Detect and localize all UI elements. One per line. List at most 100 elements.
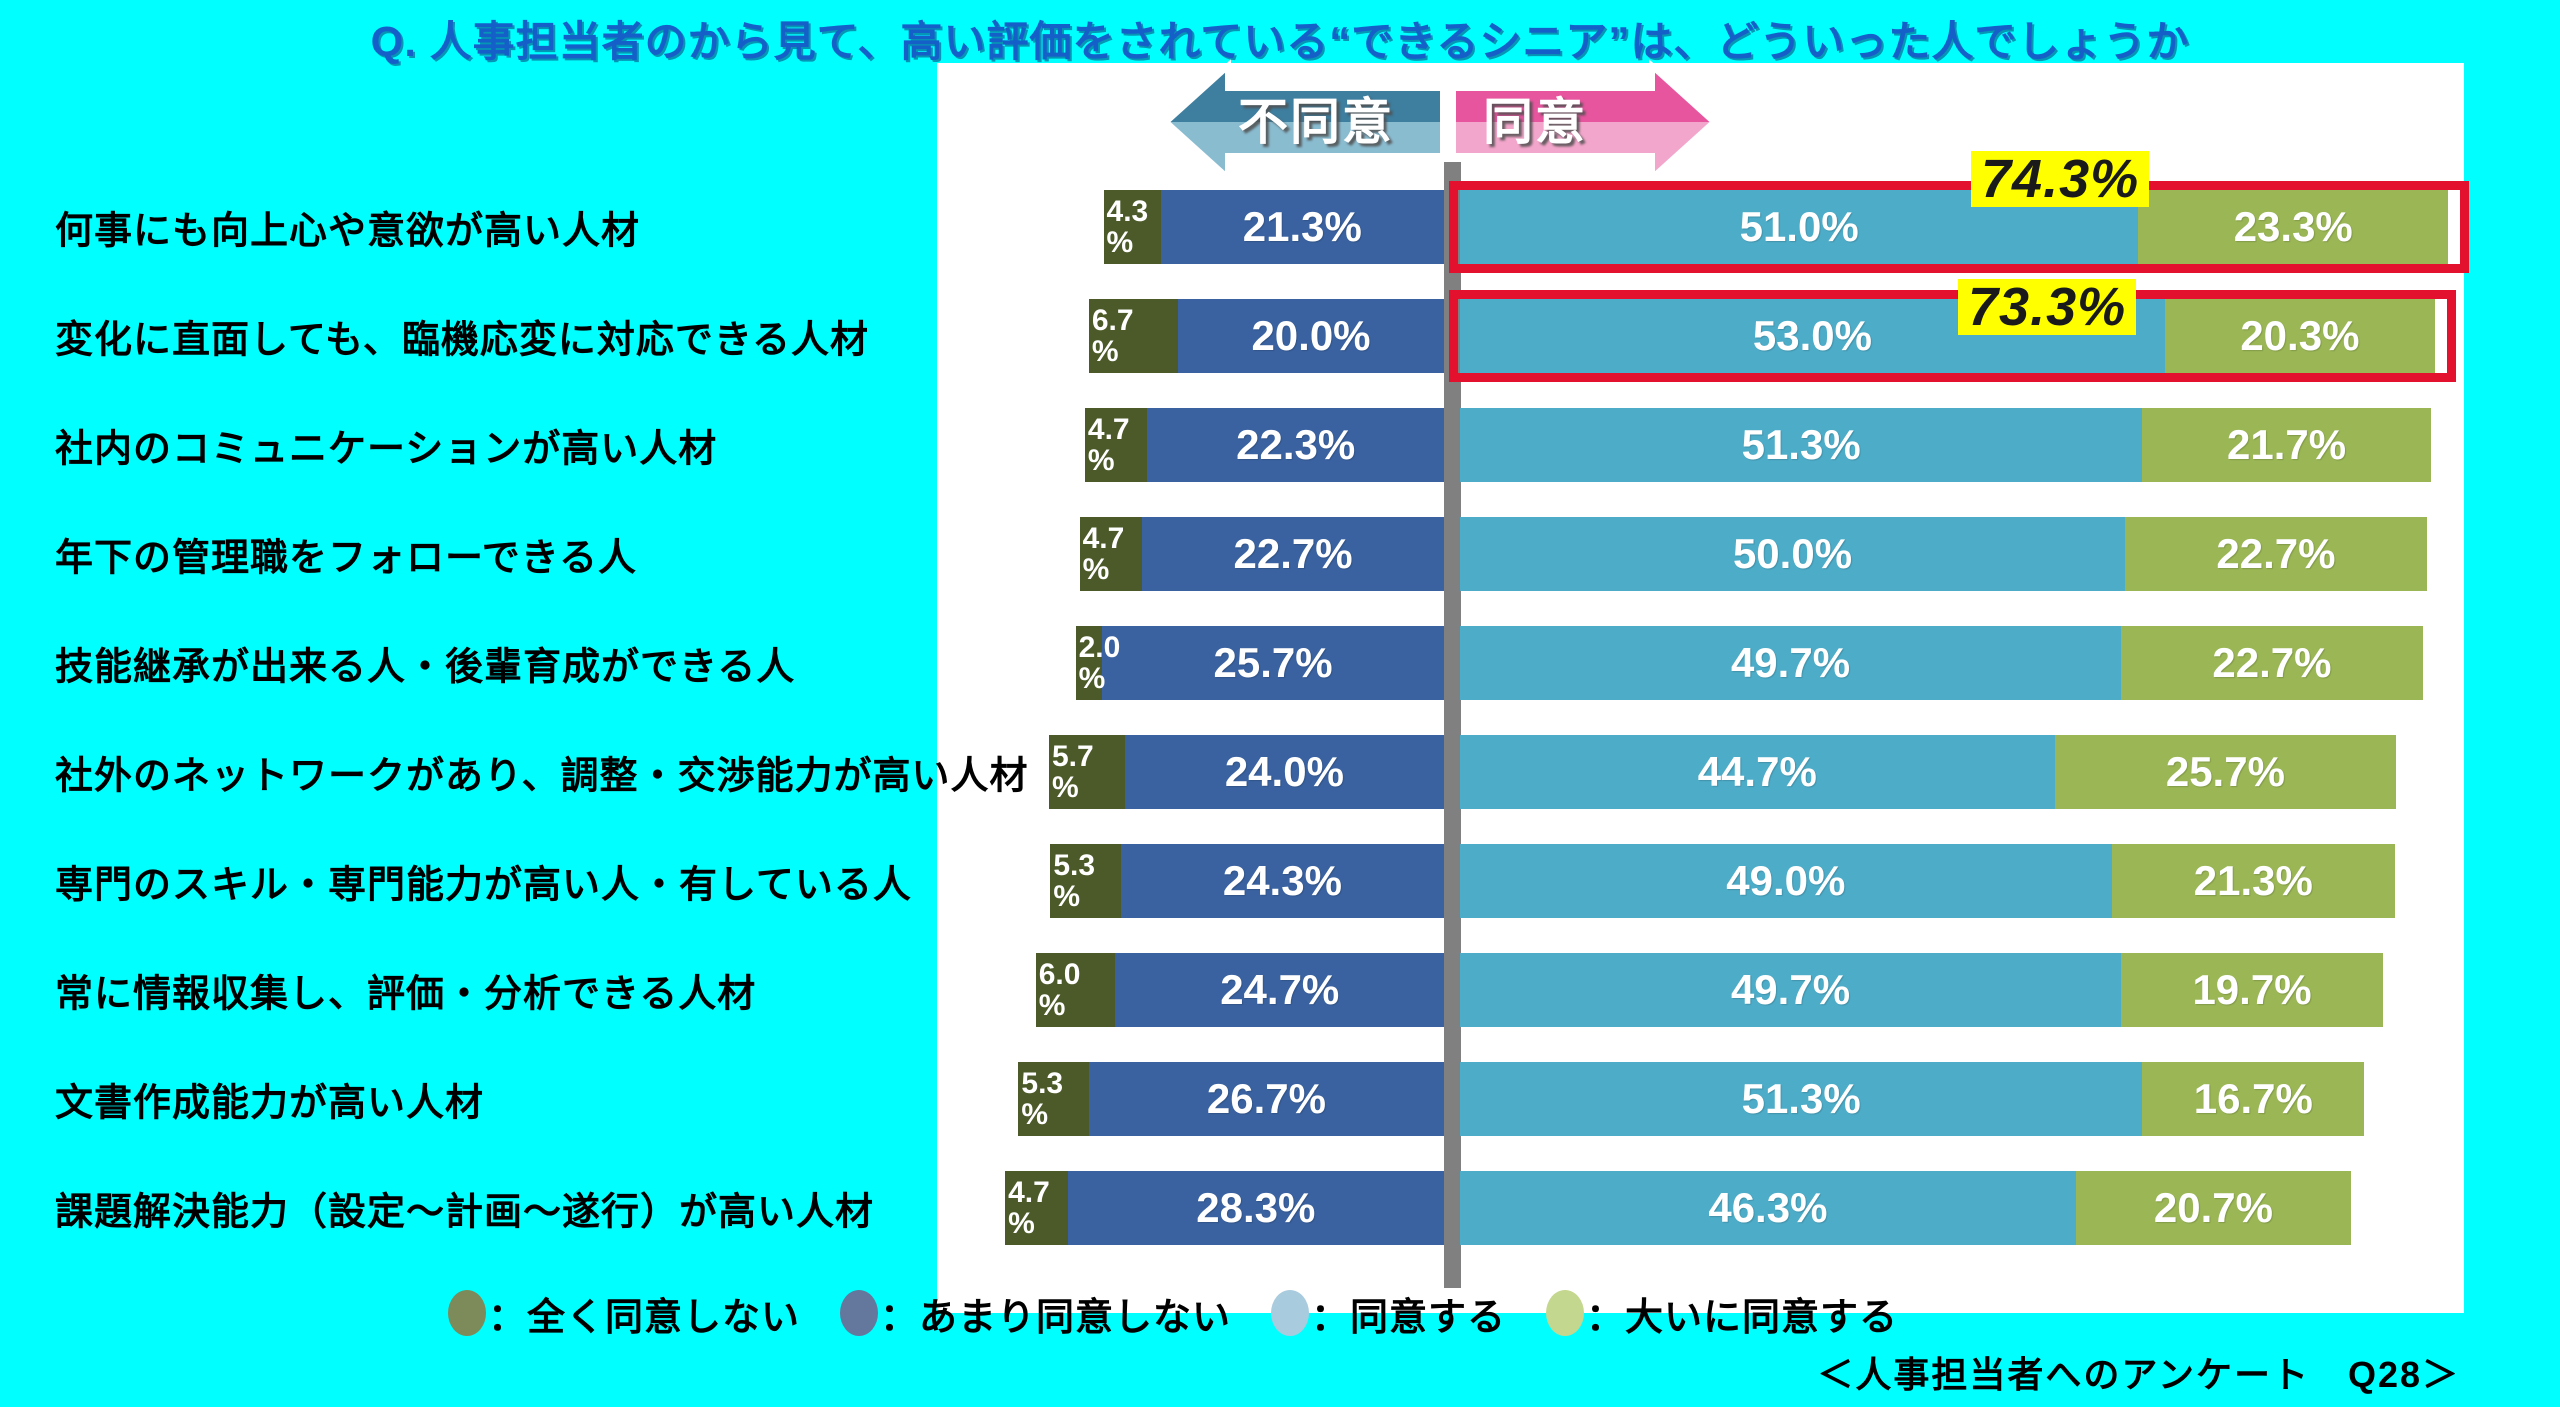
segment-agree: 51.3% bbox=[1460, 1062, 2143, 1136]
footnote: ＜人事担当者へのアンケート Q28＞ bbox=[1817, 1354, 2460, 1395]
segment-strongly-agree: 20.3% bbox=[2164, 299, 2435, 373]
agree-arrow-label: 同意 bbox=[1483, 94, 1587, 150]
segment-strongly-disagree: 4.3% bbox=[1103, 190, 1161, 264]
legend-dot-icon bbox=[448, 1290, 486, 1336]
agree-bar: 50.0% 22.7% bbox=[1460, 517, 2427, 591]
disagree-bar: 4.7% 28.3% bbox=[1005, 1171, 1444, 1245]
segment-strongly-agree: 25.7% bbox=[2054, 735, 2397, 809]
agree-value: 49.7% bbox=[1730, 966, 1851, 1013]
disagree-bar: 5.3% 26.7% bbox=[1018, 1062, 1444, 1136]
strongly-agree-value: 20.3% bbox=[2240, 312, 2360, 359]
disagree-arrow bbox=[1161, 59, 1446, 184]
segment-agree: 49.7% bbox=[1460, 953, 2121, 1027]
segment-agree: 49.7% bbox=[1460, 626, 2121, 700]
strongly-disagree-value: 6.0% bbox=[1038, 958, 1081, 1022]
strongly-agree-value: 23.3% bbox=[2233, 203, 2353, 250]
somewhat-disagree-value: 24.0% bbox=[1224, 748, 1344, 795]
disagree-bar: 4.7% 22.3% bbox=[1084, 408, 1444, 482]
agree-total-highlight-box bbox=[1449, 181, 2470, 273]
category-label: 何事にも向上心や意欲が高い人材 bbox=[55, 210, 641, 253]
strongly-agree-value: 25.7% bbox=[2165, 748, 2285, 795]
strongly-disagree-value: 2.0% bbox=[1078, 631, 1121, 695]
disagree-bar: 6.0% 24.7% bbox=[1035, 953, 1444, 1027]
strongly-disagree-value: 6.7% bbox=[1091, 304, 1134, 368]
category-label: 年下の管理職をフォローできる人 bbox=[55, 537, 637, 580]
segment-strongly-agree: 22.7% bbox=[2121, 626, 2423, 700]
legend-dot-icon bbox=[1271, 1290, 1310, 1336]
disagree-agree-arrow bbox=[1161, 59, 1719, 184]
segment-strongly-disagree: 2.0% bbox=[1075, 626, 1120, 700]
segment-strongly-agree: 22.7% bbox=[2125, 517, 2427, 591]
category-label: 常に情報収集し、評価・分析できる人材 bbox=[55, 973, 757, 1016]
strongly-agree-value: 16.7% bbox=[2193, 1075, 2313, 1122]
somewhat-disagree-value: 21.3% bbox=[1242, 203, 1362, 250]
segment-somewhat-disagree: 22.3% bbox=[1147, 408, 1444, 482]
segment-strongly-agree: 23.3% bbox=[2138, 190, 2449, 264]
legend-dot-icon bbox=[1546, 1290, 1585, 1336]
category-label: 文書作成能力が高い人材 bbox=[55, 1082, 485, 1125]
disagree-arrow-label: 不同意 bbox=[1238, 94, 1394, 150]
disagree-bar: 4.7% 22.7% bbox=[1079, 517, 1444, 591]
segment-strongly-disagree: 6.7% bbox=[1088, 299, 1178, 373]
segment-somewhat-disagree: 24.0% bbox=[1124, 735, 1444, 809]
segment-strongly-agree: 16.7% bbox=[2142, 1062, 2365, 1136]
agree-arrow bbox=[1450, 59, 1719, 184]
somewhat-disagree-value: 25.7% bbox=[1213, 639, 1333, 686]
disagree-bar: 4.3% 21.3% bbox=[1103, 190, 1444, 264]
category-label: 課題解決能力（設定～計画～遂行）が高い人材 bbox=[55, 1191, 875, 1234]
strongly-agree-value: 19.7% bbox=[2192, 966, 2312, 1013]
legend-item: ：同意する bbox=[1271, 1286, 1506, 1341]
somewhat-disagree-value: 26.7% bbox=[1206, 1075, 1326, 1122]
agree-total-callout: 73.3% bbox=[1958, 279, 2137, 335]
agree-value: 50.0% bbox=[1732, 530, 1853, 577]
strongly-disagree-value: 4.7% bbox=[1008, 1176, 1050, 1240]
page-title: Q. 人事担当者のから見て、高い評価をされている“できるシニア”は、どういった人… bbox=[370, 18, 2190, 65]
legend-label: ：全く同意しない bbox=[488, 1296, 801, 1339]
center-divider-line bbox=[1444, 162, 1461, 1288]
strongly-agree-value: 22.7% bbox=[2212, 639, 2332, 686]
agree-value: 51.3% bbox=[1741, 421, 1861, 468]
strongly-disagree-value: 4.7% bbox=[1082, 522, 1125, 586]
somewhat-disagree-value: 28.3% bbox=[1196, 1184, 1316, 1231]
agree-total-callout: 74.3% bbox=[1971, 151, 2150, 207]
legend-item: ：全く同意しない bbox=[448, 1286, 800, 1341]
somewhat-disagree-value: 20.0% bbox=[1251, 312, 1371, 359]
strongly-disagree-value: 4.3% bbox=[1106, 195, 1149, 259]
segment-agree: 46.3% bbox=[1460, 1171, 2076, 1245]
agree-bar: 51.3% 21.7% bbox=[1460, 408, 2431, 482]
strongly-disagree-value: 5.7% bbox=[1051, 740, 1094, 804]
agree-value: 51.3% bbox=[1741, 1075, 1861, 1122]
segment-somewhat-disagree: 24.7% bbox=[1115, 953, 1444, 1027]
segment-strongly-disagree: 5.3% bbox=[1018, 1062, 1089, 1136]
legend-label: ：同意する bbox=[1311, 1296, 1507, 1339]
somewhat-disagree-value: 24.7% bbox=[1220, 966, 1340, 1013]
segment-somewhat-disagree: 24.3% bbox=[1120, 844, 1444, 918]
agree-bar: 51.3% 16.7% bbox=[1460, 1062, 2365, 1136]
segment-somewhat-disagree: 20.0% bbox=[1177, 299, 1444, 373]
disagree-bar: 6.7% 20.0% bbox=[1088, 299, 1444, 373]
category-label: 変化に直面しても、臨機応変に対応できる人材 bbox=[55, 319, 870, 362]
category-label: 社外のネットワークがあり、調整・交渉能力が高い人材 bbox=[55, 755, 1029, 798]
segment-somewhat-disagree: 28.3% bbox=[1067, 1171, 1444, 1245]
disagree-bar: 2.0% 25.7% bbox=[1075, 626, 1444, 700]
agree-value: 46.3% bbox=[1708, 1184, 1828, 1231]
segment-agree: 51.3% bbox=[1460, 408, 2143, 482]
agree-bar: 46.3% 20.7% bbox=[1460, 1171, 2352, 1245]
segment-strongly-disagree: 4.7% bbox=[1084, 408, 1148, 482]
segment-agree: 44.7% bbox=[1460, 735, 2055, 809]
somewhat-disagree-value: 22.7% bbox=[1233, 530, 1353, 577]
segment-somewhat-disagree: 25.7% bbox=[1102, 626, 1444, 700]
category-label: 専門のスキル・専門能力が高い人・有している人 bbox=[55, 864, 912, 907]
segment-somewhat-disagree: 26.7% bbox=[1088, 1062, 1444, 1136]
agree-total-highlight-box bbox=[1449, 290, 2456, 382]
agree-bar: 44.7% 25.7% bbox=[1460, 735, 2397, 809]
segment-strongly-agree: 21.7% bbox=[2142, 408, 2431, 482]
strongly-agree-value: 22.7% bbox=[2216, 530, 2336, 577]
agree-value: 51.0% bbox=[1739, 203, 1859, 250]
strongly-agree-value: 20.7% bbox=[2153, 1184, 2273, 1231]
legend-label: ：あまり同意しない bbox=[880, 1296, 1232, 1339]
agree-value: 53.0% bbox=[1752, 312, 1872, 359]
segment-strongly-agree: 19.7% bbox=[2121, 953, 2383, 1027]
segment-agree: 50.0% bbox=[1460, 517, 2125, 591]
